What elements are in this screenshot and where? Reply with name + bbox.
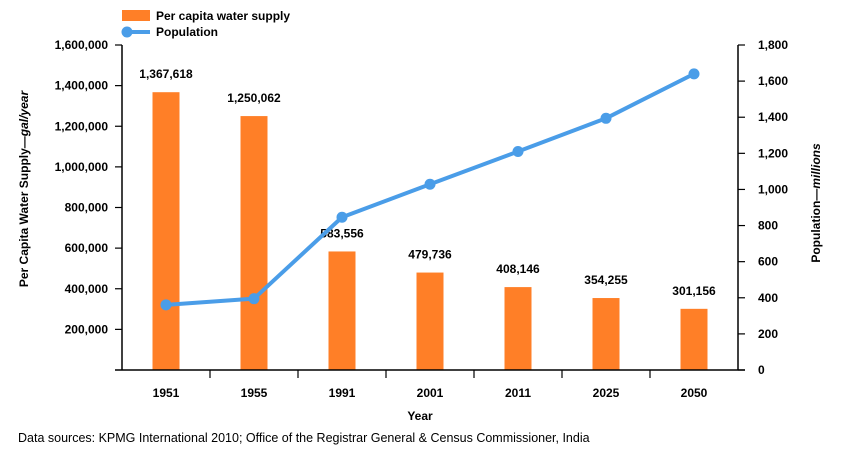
bar-data-label-2050: 301,156 <box>672 284 716 298</box>
right-y-axis-title-main: Population— <box>809 189 823 263</box>
population-point-2050 <box>688 68 700 80</box>
bar-1991 <box>328 251 356 370</box>
bar-2050 <box>680 308 708 370</box>
legend-line-marker <box>121 26 133 38</box>
right-y-tick-label: 400 <box>758 291 778 305</box>
bar-2011 <box>504 287 532 370</box>
x-tick-label-2011: 2011 <box>505 386 531 400</box>
x-tick-label-1951: 1951 <box>153 386 180 400</box>
left-y-axis-title-main: Per Capita Water Supply— <box>17 136 31 287</box>
right-y-tick-label: 800 <box>758 219 778 233</box>
line-series <box>160 68 700 311</box>
right-y-axis-title: Population—millions <box>809 143 823 263</box>
bar-2025 <box>592 298 620 370</box>
legend-label-population: Population <box>156 25 218 39</box>
x-tick-label-1991: 1991 <box>329 386 356 400</box>
population-point-1951 <box>160 299 172 311</box>
population-point-1955 <box>248 293 260 305</box>
bar-data-label-1951: 1,367,618 <box>139 67 193 81</box>
right-y-tick-label: 200 <box>758 327 778 341</box>
left-y-tick-label: 1,200,000 <box>55 119 109 133</box>
x-tick-label-2025: 2025 <box>593 386 620 400</box>
left-y-tick-label: 1,000,000 <box>55 160 109 174</box>
left-y-tick-label: 1,400,000 <box>55 79 109 93</box>
left-y-tick-label: 600,000 <box>65 241 109 255</box>
right-y-tick-label: 1,000 <box>758 182 788 196</box>
x-tick-label-2001: 2001 <box>417 386 444 400</box>
left-y-tick-label: 800,000 <box>65 201 109 215</box>
bar-1955 <box>240 116 268 371</box>
left-y-tick-label: 1,600,000 <box>55 38 109 52</box>
population-point-2001 <box>424 178 436 190</box>
bar-data-labels: 1,367,618 1,250,062 583,556 479,736 408,146 3… <box>139 67 716 298</box>
right-y-tick-label: 600 <box>758 255 778 269</box>
left-y-tick-label: 400,000 <box>65 282 109 296</box>
chart: 1,367,618 1,250,062 583,556 479,736 408,146 3… <box>17 9 823 423</box>
bar-data-label-1991: 583,556 <box>320 226 364 240</box>
left-y-axis-title-unit: gal/year <box>17 90 31 138</box>
bar-data-label-1955: 1,250,062 <box>227 91 281 105</box>
axes: 200,000 400,000 600,000 800,000 1,000,000 1,2… <box>55 38 789 400</box>
population-point-2025 <box>600 112 612 124</box>
right-y-axis-title-unit: millions <box>809 143 823 189</box>
x-tick-label-1955: 1955 <box>241 386 268 400</box>
bar-data-label-2001: 479,736 <box>408 248 452 262</box>
right-y-tick-label: 0 <box>758 363 765 377</box>
bar-series <box>152 92 708 371</box>
population-point-2011 <box>512 146 524 158</box>
x-tick-label-2050: 2050 <box>681 386 708 400</box>
legend-bar-swatch <box>122 10 150 21</box>
legend-label-per-capita: Per capita water supply <box>156 9 290 23</box>
legend: Per capita water supply Population <box>121 9 290 39</box>
right-y-tick-label: 1,800 <box>758 38 788 52</box>
right-y-tick-label: 1,400 <box>758 110 788 124</box>
x-axis-title: Year <box>407 409 433 423</box>
right-y-tick-label: 1,600 <box>758 74 788 88</box>
right-y-tick-label: 1,200 <box>758 146 788 160</box>
bar-data-label-2011: 408,146 <box>496 262 540 276</box>
bar-data-label-2025: 354,255 <box>584 273 628 287</box>
left-y-tick-label: 200,000 <box>65 322 109 336</box>
left-y-axis-title: Per Capita Water Supply—gal/year <box>17 90 31 288</box>
bar-2001 <box>416 272 444 370</box>
source-note: Data sources: KPMG International 2010; O… <box>18 431 590 445</box>
population-point-1991 <box>336 211 348 223</box>
bar-1951 <box>152 92 180 371</box>
